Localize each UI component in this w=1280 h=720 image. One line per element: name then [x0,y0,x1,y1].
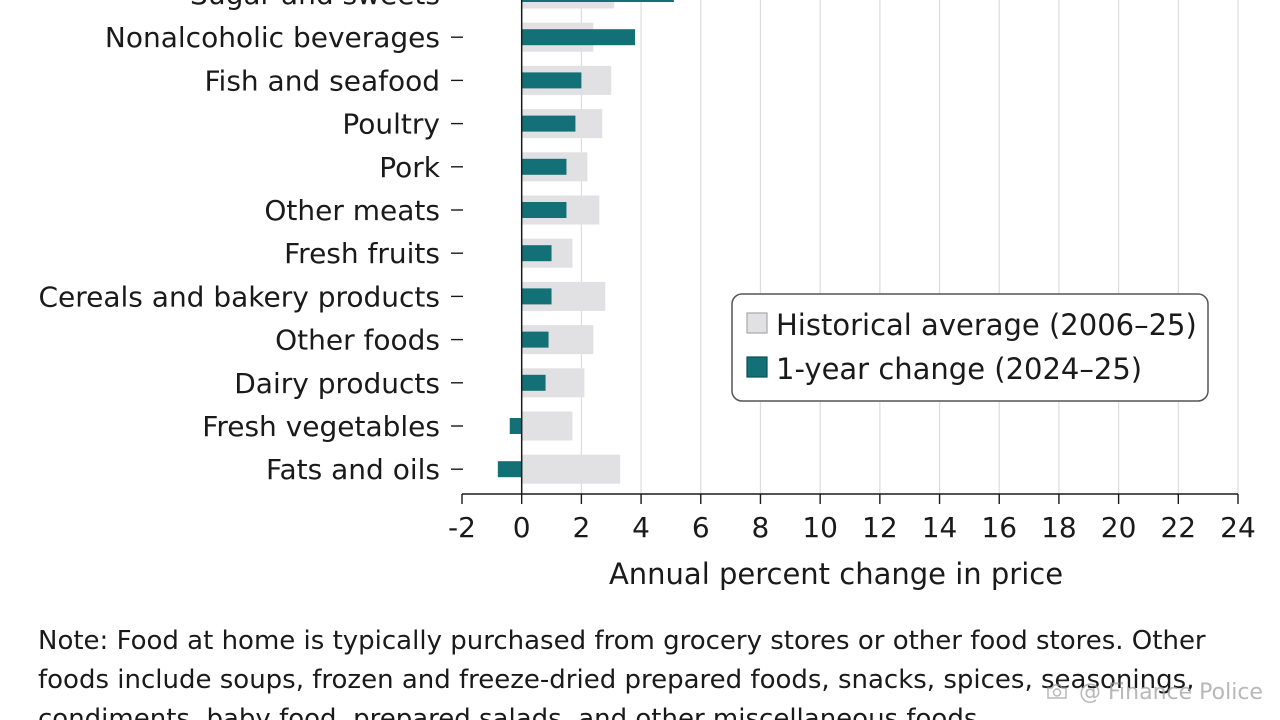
chart-note: Note: Food at home is typically purchase… [38,622,1258,720]
bar-historical [521,0,615,9]
bar-one-year [521,158,567,175]
x-tick-label: 14 [922,511,958,544]
x-tick-label: 24 [1220,511,1256,544]
x-tick-label: 18 [1041,511,1077,544]
category-label: Sugar and sweets [190,0,440,11]
category-label: Fresh vegetables [202,410,440,443]
bar-one-year [521,202,567,218]
category-label: Other foods [275,324,440,357]
bar-one-year [521,115,576,132]
x-tick-labels: -2 0 2 4 6 8 10 12 14 16 18 20 22 24 [448,511,1256,544]
bar-historical [521,411,573,441]
x-tick-label: 4 [632,511,650,544]
category-label: Pork [379,151,441,184]
category-label: Poultry [342,108,440,141]
x-tick-label: -2 [448,511,476,544]
bar-one-year [521,331,549,348]
x-tick-label: 0 [513,511,531,544]
bar-one-year [497,461,522,478]
x-tick-label: 6 [692,511,710,544]
axes [451,0,1239,504]
bar-one-year [521,288,552,305]
legend-swatch-historical [746,312,768,334]
category-label: Other meats [264,194,440,227]
bars [497,0,674,484]
legend-label-historical: Historical average (2006–25) [776,308,1197,342]
category-label: Fats and oils [266,453,440,486]
bar-one-year [521,72,582,89]
x-tick-label: 16 [981,511,1017,544]
x-tick-label: 10 [802,511,838,544]
camera-icon [1046,680,1068,705]
category-label: Nonalcoholic beverages [105,21,440,54]
bar-historical [521,454,621,484]
bar-one-year [521,0,674,2]
category-label: Cereals and bakery products [38,280,440,313]
note-text: Note: Food at home is typically purchase… [38,626,1206,720]
x-tick-label: 8 [752,511,770,544]
legend: Historical average (2006–25) 1-year chan… [731,293,1209,402]
legend-label-one-year: 1-year change (2024–25) [776,352,1142,386]
grid-lines [580,0,1239,494]
bar-one-year [521,29,636,46]
watermark-text: @ Finance Police [1079,680,1263,705]
category-label: Dairy products [234,367,440,400]
x-axis-title: Annual percent change in price [609,557,1063,591]
bar-one-year [521,245,552,262]
category-label: Fresh fruits [284,237,440,270]
category-label: Fish and seafood [204,64,440,97]
legend-swatch-one-year [746,356,768,378]
bar-one-year [509,418,522,434]
watermark: @ Finance Police [1046,680,1263,705]
x-tick-label: 12 [862,511,898,544]
category-labels: Sugar and sweets Nonalcoholic beverages Fi… [38,0,440,486]
legend-box [731,293,1209,402]
bar-one-year [521,374,546,391]
x-tick-label: 2 [572,511,590,544]
x-tick-label: 20 [1101,511,1137,544]
bar-chart: Sugar and sweets Nonalcoholic beverages Fi… [38,0,1256,591]
x-tick-label: 22 [1160,511,1196,544]
